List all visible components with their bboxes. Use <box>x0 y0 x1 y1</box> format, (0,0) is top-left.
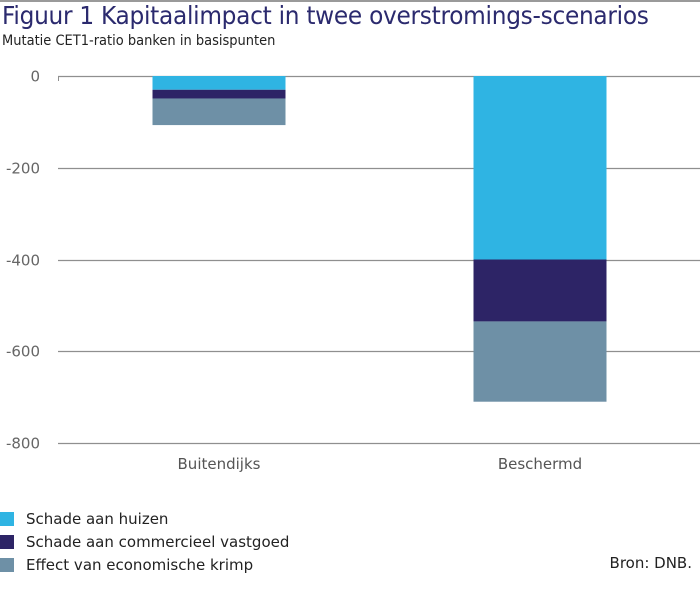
stacked-bar-chart: 0 -200 -400 -600 -800 Buitendijks Beschermd <box>6 68 700 473</box>
x-category-label: Buitendijks <box>178 455 261 473</box>
bar-segment-buitendijks-1 <box>152 89 286 99</box>
bar-segment-buitendijks-0 <box>152 76 286 90</box>
bar-segment-beschermd-1 <box>473 259 607 322</box>
bar-segment-buitendijks-2 <box>152 98 286 126</box>
legend-item-schade-huizen: Schade aan huizen <box>0 507 289 530</box>
chart-subtitle: Mutatie CET1-ratio banken in basispunten <box>2 33 276 49</box>
y-tick-label: -600 <box>6 343 40 361</box>
legend-swatch <box>0 557 14 572</box>
x-category-label: Beschermd <box>498 455 582 473</box>
bar-segment-beschermd-2 <box>473 321 607 402</box>
bars <box>152 76 607 402</box>
y-axis-tick-labels: 0 -200 -400 -600 -800 <box>6 68 40 453</box>
legend-item-schade-commercieel-vastgoed: Schade aan commercieel vastgoed <box>0 530 289 553</box>
legend-label: Schade aan commercieel vastgoed <box>26 532 290 551</box>
x-axis-category-labels: Buitendijks Beschermd <box>178 455 583 473</box>
y-tick-label: -400 <box>6 252 40 270</box>
y-tick-label: 0 <box>30 68 40 86</box>
chart-title: Figuur 1 Kapitaalimpact in twee overstro… <box>2 1 649 30</box>
y-tick-label: -800 <box>6 435 40 453</box>
bar-segment-beschermd-0 <box>473 76 607 260</box>
source-note: Bron: DNB. <box>609 554 692 572</box>
legend-swatch <box>0 511 14 526</box>
top-border <box>0 0 700 2</box>
y-tick-label: -200 <box>6 160 40 178</box>
legend-label: Effect van economische krimp <box>26 555 254 574</box>
legend-swatch <box>0 534 14 549</box>
legend-label: Schade aan huizen <box>26 509 169 528</box>
legend-item-economische-krimp: Effect van economische krimp <box>0 553 289 576</box>
legend: Schade aan huizen Schade aan commercieel… <box>0 507 289 576</box>
